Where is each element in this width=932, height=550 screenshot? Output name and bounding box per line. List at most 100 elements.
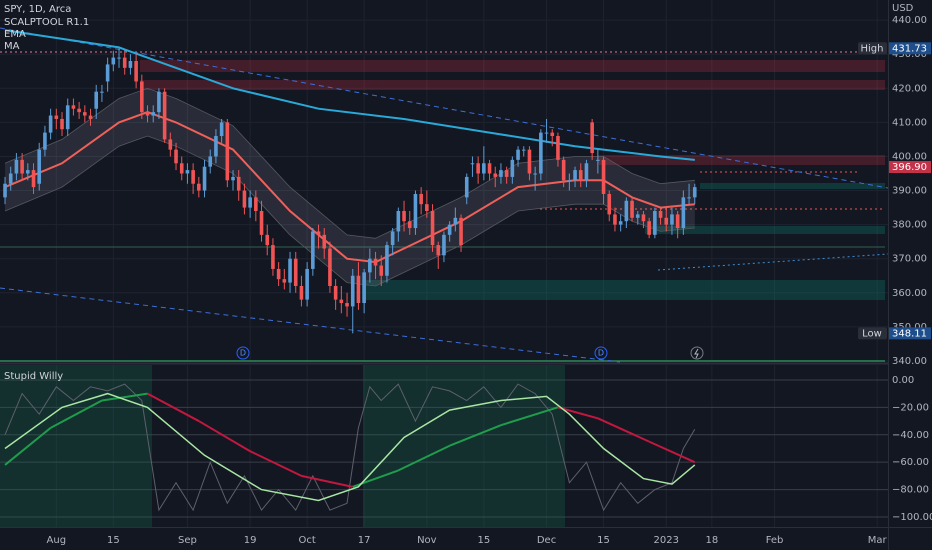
candle-body <box>459 217 463 246</box>
candle-body <box>94 91 99 109</box>
candle-body <box>71 105 76 109</box>
candle-body <box>607 193 612 215</box>
split-icon[interactable] <box>690 346 704 360</box>
last-price-tag <box>889 161 931 174</box>
candle-body <box>316 231 321 235</box>
candle-body <box>225 122 230 181</box>
candle-body <box>122 57 127 68</box>
candle-body <box>8 173 13 184</box>
event-icon[interactable] <box>594 346 608 360</box>
x-tick-label: 15 <box>477 535 490 546</box>
candle-body <box>117 57 121 59</box>
candle-body <box>624 200 629 222</box>
candle-body <box>396 210 401 232</box>
candle-body <box>578 170 583 181</box>
slow-line <box>597 417 650 443</box>
candle-body <box>350 275 355 307</box>
candle-body <box>208 156 213 167</box>
candle-body <box>111 57 116 65</box>
fast-line <box>4 392 696 502</box>
slow-line <box>147 392 200 422</box>
candle-body <box>584 163 589 181</box>
trend-line <box>657 253 889 271</box>
y-tick-label: 410.00 <box>892 117 927 128</box>
split-glyph <box>694 348 699 359</box>
candle-body <box>567 180 572 182</box>
last-price-label: 396.90 <box>892 162 927 173</box>
x-tick-label: 19 <box>244 535 257 546</box>
marker-tag <box>858 42 887 55</box>
x-tick-label: Oct <box>298 535 315 546</box>
currency: USD <box>892 3 914 14</box>
candle-body <box>516 149 520 160</box>
candle-body <box>385 245 389 276</box>
candle-body <box>60 118 64 130</box>
candle-body <box>419 193 423 205</box>
candle-body <box>635 214 640 218</box>
ma-line <box>4 29 695 161</box>
event-icon[interactable] <box>236 346 250 360</box>
candle-body <box>402 210 406 222</box>
slow-line <box>4 427 52 466</box>
candle-body <box>276 268 281 280</box>
candle-body <box>219 122 224 137</box>
candle-body <box>197 183 201 191</box>
y-tick-label: 430.00 <box>892 49 927 60</box>
slow-line <box>397 444 451 472</box>
candle-body <box>134 61 138 82</box>
candle-body <box>550 132 555 137</box>
candle-body <box>539 132 543 174</box>
candle-body <box>26 170 30 174</box>
slow-line <box>249 450 302 477</box>
candle-body <box>533 173 537 175</box>
candle-body <box>322 234 327 249</box>
x-tick-label: 17 <box>358 535 371 546</box>
y-tick-label: 390.00 <box>892 186 927 197</box>
candle-body <box>168 139 173 150</box>
marker-label: Low <box>862 328 882 339</box>
candle-body <box>373 258 378 266</box>
supply-zone <box>598 155 885 165</box>
candle-body <box>356 275 361 304</box>
slow-line <box>50 399 103 429</box>
candle-body <box>590 122 594 154</box>
candle-body <box>271 245 275 269</box>
candle-body <box>442 234 446 256</box>
y-tick-label: −40.00 <box>892 430 929 441</box>
x-tick-label: Feb <box>766 535 784 546</box>
candle-body <box>596 159 600 161</box>
candle-body <box>613 214 617 225</box>
slow-line <box>557 406 599 420</box>
candle-body <box>664 217 669 225</box>
candle-body <box>453 217 458 225</box>
candle-body <box>248 197 252 208</box>
candle-body <box>157 91 161 113</box>
event-label: D <box>240 349 246 358</box>
candle-body <box>390 231 395 246</box>
slow-line <box>449 424 502 447</box>
marker-label: High <box>861 43 884 54</box>
candle-body <box>77 108 81 113</box>
candle-body <box>128 61 133 68</box>
candle-body <box>145 112 150 116</box>
candle-body <box>573 170 577 181</box>
x-tick-label: Aug <box>47 535 67 546</box>
marker-price <box>889 42 931 55</box>
x-tick-label: Sep <box>178 535 197 546</box>
candle-body <box>48 115 53 133</box>
candle-body <box>618 221 623 225</box>
candle-body <box>544 132 549 134</box>
candle-body <box>527 149 532 174</box>
candle-body <box>254 197 258 211</box>
candle-body <box>305 268 309 300</box>
y-tick-label: 440.00 <box>892 15 927 26</box>
ema-band-lower <box>4 135 695 287</box>
x-tick-label: Mar <box>868 535 888 546</box>
candle-body <box>521 149 526 151</box>
slow-line <box>101 392 148 402</box>
candle-body <box>407 221 412 229</box>
candle-body <box>328 248 332 286</box>
candle-body <box>83 112 87 116</box>
candle-body <box>259 210 264 235</box>
